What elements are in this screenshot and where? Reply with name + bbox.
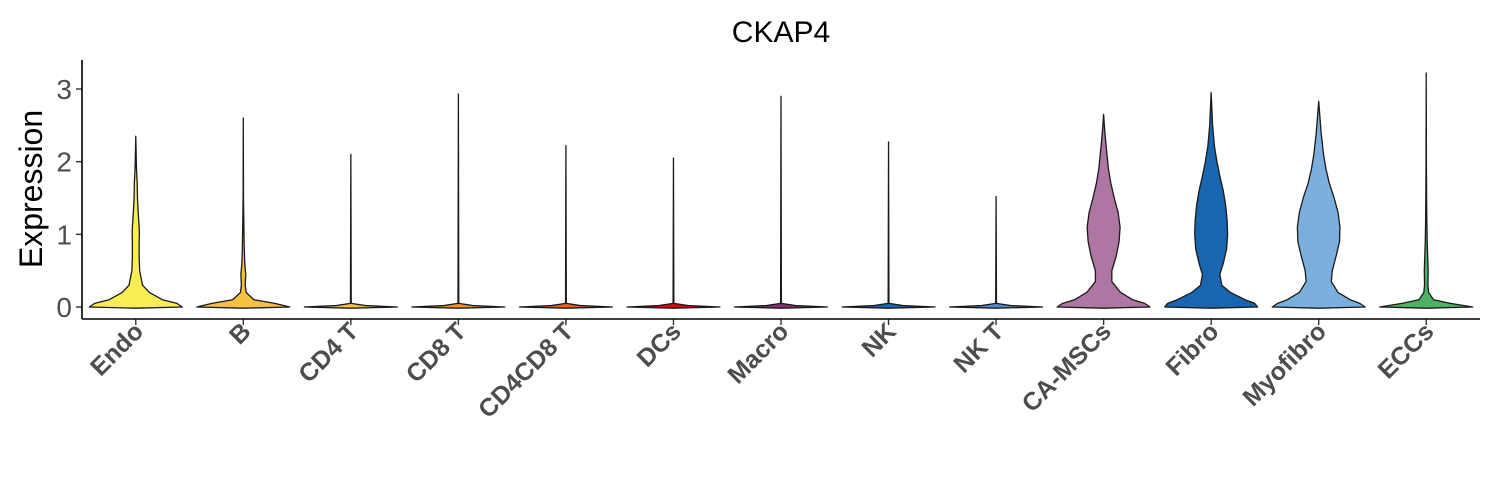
x-tick-label: Fibro [1160,317,1224,381]
violin-ca-mscs [1056,113,1151,309]
y-tick-label: 0 [56,292,72,323]
x-tick-label: CD8 T [401,317,472,388]
x-tick-label: Myofibro [1238,317,1332,411]
x-tick-label: NK [856,317,901,362]
x-tick-label: B [224,317,257,350]
violin-cd8-t [411,93,506,309]
x-tick-label: Macro [722,317,794,389]
violin-eccs [1379,72,1474,309]
y-tick-label: 1 [56,219,72,250]
x-tick-label: CA-MSCs [1017,317,1117,417]
violin-nk [841,141,936,309]
x-tick-label: ECCs [1373,317,1440,384]
y-tick-label: 2 [56,147,72,178]
x-tick-label: Endo [85,317,149,381]
violin-b [196,117,291,309]
y-axis: 0 1 2 3 [56,74,82,323]
violin-dcs [626,157,721,309]
violin-fibro [1164,91,1259,309]
x-axis: Endo B CD4 T CD8 T CD4CD8 T DCs Macro NK NK T CA-… [85,317,1439,423]
x-tick-label: NK T [948,317,1009,378]
x-tick-label: DCs [632,317,687,372]
x-tick-label: CD4 T [293,317,364,388]
violin-nk-t [948,195,1044,309]
y-axis-label: Expression [13,110,49,268]
x-tick-label: CD4CD8 T [473,317,579,423]
y-tick-label: 3 [56,74,72,105]
violin-cd4cd8-t [518,145,614,309]
violin-macro [733,95,829,309]
violin-cd4-t [303,153,398,309]
violin-endo [88,135,183,309]
violins [88,72,1474,309]
violin-myofibro [1271,100,1366,309]
chart-title: CKAP4 [732,16,830,49]
